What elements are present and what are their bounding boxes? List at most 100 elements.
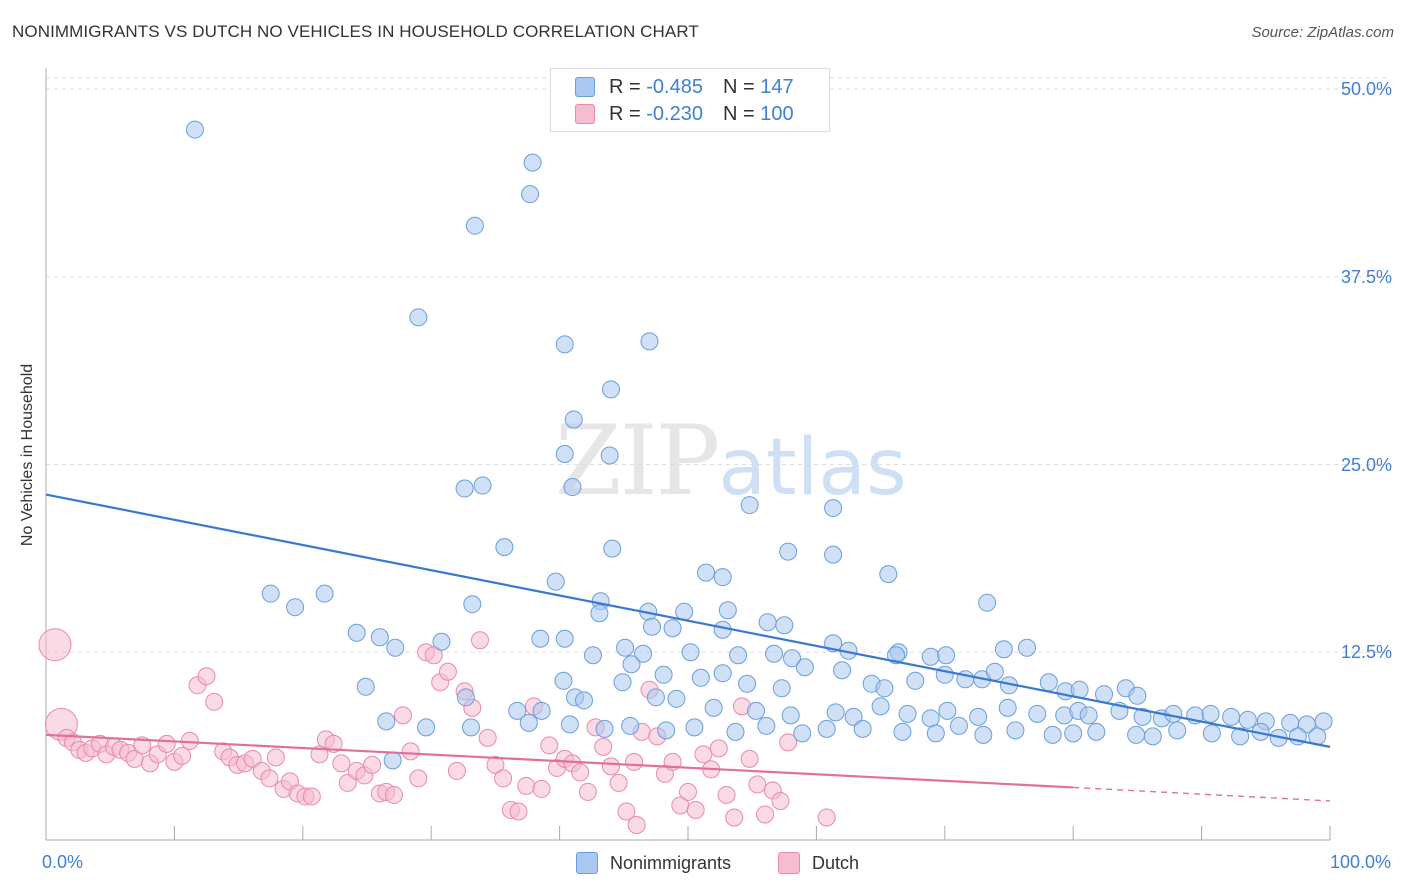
nonimmigrants-point: [657, 721, 676, 740]
nonimmigrants-point: [473, 476, 492, 495]
nonimmigrants-point: [519, 713, 538, 732]
dutch-trend-extension: [1073, 786, 1331, 802]
nonimmigrants-point: [1028, 704, 1047, 723]
nonimmigrants-point: [795, 658, 814, 677]
dutch-point: [266, 748, 285, 767]
nonimmigrants-point: [383, 751, 402, 770]
nonimmigrants-point: [844, 707, 863, 726]
dutch-point: [384, 785, 403, 804]
dutch-point: [609, 773, 628, 792]
nonimmigrants-point: [969, 707, 988, 726]
nonimmigrants-point: [564, 410, 583, 429]
nonimmigrants-point: [898, 704, 917, 723]
nonimmigrants-point: [713, 664, 732, 683]
nonimmigrants-point: [757, 716, 776, 735]
dutch-point: [338, 773, 357, 792]
nonimmigrants-point: [370, 628, 389, 647]
nonimmigrants-point: [875, 679, 894, 698]
nonimmigrants-point: [554, 671, 573, 690]
legend-row-dutch: R = -0.230 N = 100: [575, 101, 794, 127]
dutch-point: [627, 815, 646, 834]
nonimmigrants-point: [601, 380, 620, 399]
nonimmigrants-point: [775, 616, 794, 635]
nonimmigrants-point: [938, 701, 957, 720]
nonimmigrants-point: [643, 617, 662, 636]
nonimmigrants-point: [595, 719, 614, 738]
nonimmigrants-point: [1314, 712, 1333, 731]
nonimmigrants-point: [621, 716, 640, 735]
nonimmigrants-point: [600, 446, 619, 465]
nonimmigrants-point: [781, 706, 800, 725]
r-label: R =: [609, 102, 641, 125]
nonimmigrants-point: [949, 716, 968, 735]
nonimmigrants-point: [1231, 727, 1250, 746]
nonimmigrants-point: [758, 613, 777, 632]
nonimmigrants-points: [185, 120, 1333, 770]
dutch-point: [748, 775, 767, 794]
dutch-point: [509, 802, 528, 821]
nonimmigrants-point: [555, 629, 574, 648]
nonimmigrants-point: [531, 629, 550, 648]
nonimmigrants-point: [1079, 706, 1098, 725]
dutch-point: [424, 646, 443, 665]
dutch-point: [363, 755, 382, 774]
dutch-point: [625, 752, 644, 771]
nonimmigrants-point: [583, 646, 602, 665]
watermark: ZIPatlas: [555, 405, 907, 517]
dutch-point: [447, 761, 466, 780]
dutch-point: [709, 739, 728, 758]
dutch-point: [679, 782, 697, 801]
nonimmigrants-point: [1039, 673, 1058, 692]
nonimmigrants-point: [667, 689, 686, 708]
nonimmigrants-point: [563, 478, 582, 497]
nonimmigrants-point: [1133, 707, 1152, 726]
nonimmigrants-point: [523, 153, 542, 172]
nonimmigrants-point: [824, 545, 843, 564]
nonimmigrants-point: [532, 701, 551, 720]
nonimmigrants-point: [1238, 710, 1257, 729]
nonimmigrants-point: [456, 688, 475, 707]
nonimmigrants-point: [974, 725, 993, 744]
nonimmigrants-point: [935, 665, 954, 684]
nonimmigrants-point: [824, 499, 843, 518]
nonimmigrants-point: [616, 638, 635, 657]
dutch-point: [756, 805, 775, 824]
nonimmigrants-point: [779, 542, 798, 561]
nonimmigrants-point: [765, 644, 784, 663]
nonimmigrants-point: [1017, 638, 1036, 657]
nonimmigrants-point: [432, 632, 451, 651]
legend-item-dutch[interactable]: Dutch: [778, 852, 859, 874]
y-tick-label-3: 50.0%: [1340, 79, 1392, 100]
nonimmigrants-point: [417, 718, 436, 737]
nonimmigrants-point: [1006, 721, 1025, 740]
y-tick-label-2: 37.5%: [1340, 266, 1392, 287]
legend-item-nonimmigrants[interactable]: Nonimmigrants: [576, 852, 731, 874]
nonimmigrants-point: [879, 565, 898, 584]
dutch-point: [38, 628, 72, 662]
nonimmigrants-point: [463, 595, 482, 614]
nonimmigrants-swatch: [576, 852, 598, 874]
dutch-point: [205, 692, 224, 711]
axes: [45, 68, 1331, 841]
dutch-point: [332, 754, 351, 773]
nonimmigrants-point: [740, 496, 759, 515]
r-value: -0.485: [646, 75, 703, 98]
nonimmigrants-point: [685, 718, 704, 737]
dutch-point: [470, 631, 489, 650]
dutch-point: [601, 757, 620, 776]
nonimmigrants-point: [937, 646, 956, 665]
nonimmigrants-point: [315, 584, 334, 603]
dutch-point: [494, 769, 513, 788]
nonimmigrants-point: [729, 646, 748, 665]
nonimmigrants-point: [555, 335, 574, 354]
legend-label: Nonimmigrants: [610, 852, 732, 873]
nonimmigrants-point: [826, 703, 845, 722]
nonimmigrants-point: [985, 662, 1004, 681]
dutch-point: [817, 808, 836, 827]
nonimmigrants-point: [603, 539, 622, 558]
nonimmigrants-point: [713, 568, 732, 587]
nonimmigrants-point: [691, 668, 710, 687]
nonimmigrants-point: [1201, 704, 1220, 723]
dutch-point: [725, 808, 744, 827]
nonimmigrants-point: [386, 638, 405, 657]
